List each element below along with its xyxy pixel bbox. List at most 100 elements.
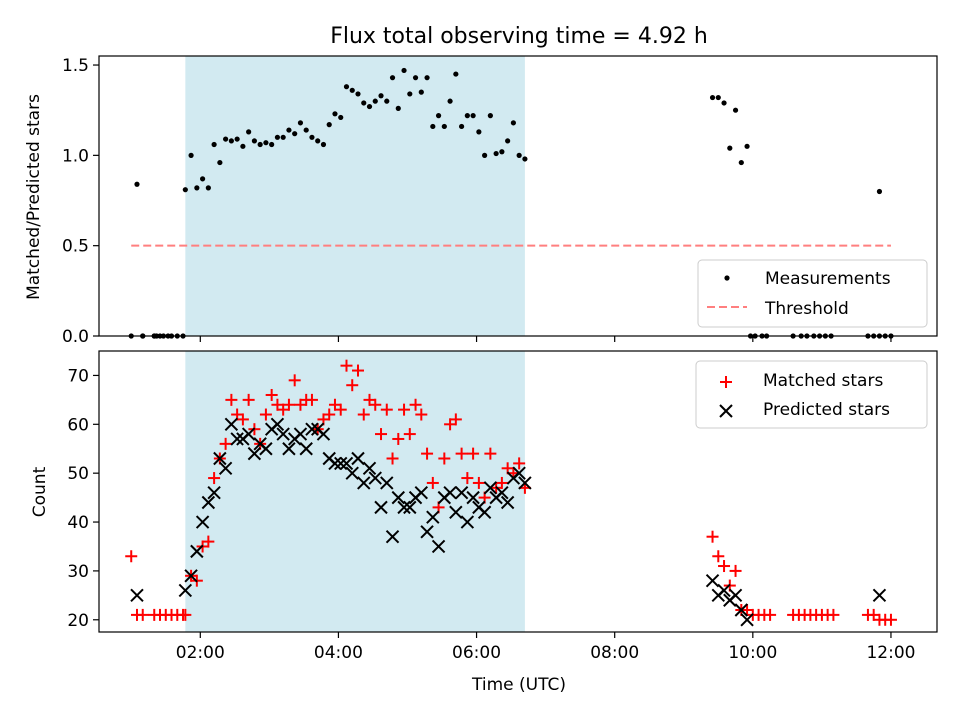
measurement-point (458, 123, 465, 130)
measurement-point (505, 138, 511, 144)
measurement-point (269, 141, 275, 148)
matched-star-point (334, 403, 347, 416)
matched-star-point (513, 457, 526, 470)
x-axis-label: Time (UTC) (471, 675, 566, 695)
measurement-point (395, 105, 401, 111)
measurement-point (516, 152, 522, 158)
predicted-star-point (449, 505, 463, 519)
predicted-star-point (420, 525, 434, 539)
measurement-point (309, 134, 315, 140)
bottom-y-axis-label: Count (30, 466, 50, 517)
predicted-star-point (414, 486, 429, 500)
measurement-point (355, 91, 361, 97)
predicted-star-point (357, 476, 371, 490)
matched-star-point (409, 398, 422, 411)
measurement-point (738, 159, 744, 166)
matched-star-point (346, 379, 359, 392)
measurement-point (228, 138, 234, 144)
matched-star-point (764, 608, 777, 621)
matched-star-point (202, 535, 215, 548)
measurement-point (303, 127, 309, 133)
measurement-point (349, 87, 355, 93)
measurement-point (482, 152, 488, 158)
x-tick-label: 08:00 (590, 643, 639, 663)
predicted-star-point (443, 486, 457, 500)
measurement-point (744, 143, 750, 149)
measurement-point (447, 98, 453, 104)
measurement-point (292, 131, 298, 137)
measurement-point (384, 98, 390, 104)
measurement-point (297, 120, 304, 126)
measurement-point (361, 100, 367, 106)
matched-star-point (369, 398, 382, 411)
predicted-star-point (460, 515, 475, 529)
measurement-point (257, 141, 263, 148)
legend-marker-matched-stars (720, 376, 732, 388)
measurement-point (326, 122, 332, 128)
predicted-star-point (495, 486, 509, 500)
matched-star-point (449, 413, 462, 426)
chart-title: Flux total observing time = 4.92 h (330, 24, 708, 49)
measurement-point (464, 113, 470, 119)
matched-star-point (495, 476, 508, 489)
measurement-point (389, 75, 396, 81)
bottom-y-tick-label: 30 (67, 562, 89, 582)
predicted-star-point (426, 510, 440, 524)
measurement-point (332, 111, 338, 117)
measurement-point (401, 67, 407, 74)
measurement-point (470, 113, 476, 119)
matched-star-point (712, 550, 725, 563)
bottom-y-tick-label: 60 (67, 415, 89, 435)
measurement-point (251, 138, 257, 144)
predicted-star-point (872, 588, 887, 603)
predicted-star-point (397, 500, 411, 515)
legend-marker-measurements (724, 275, 730, 281)
matched-star-point (718, 560, 731, 573)
measurement-point (378, 93, 384, 99)
measurement-point (217, 159, 223, 166)
matched-star-point (386, 452, 399, 465)
predicted-star-point (230, 432, 244, 446)
predicted-star-point (276, 427, 290, 441)
legend-label-threshold: Threshold (764, 299, 849, 319)
measurement-point (280, 134, 286, 140)
matched-star-point (467, 447, 480, 460)
predicted-star-point (316, 427, 331, 441)
predicted-star-point (431, 539, 446, 554)
predicted-star-point (339, 456, 354, 471)
bottom-panel-shaded-region (185, 351, 525, 632)
measurement-point (453, 71, 459, 77)
measurement-point (320, 141, 327, 148)
matched-star-point (884, 613, 897, 626)
predicted-star-point (195, 515, 210, 529)
matched-star-point (706, 530, 719, 543)
measurement-point (876, 188, 883, 195)
bottom-y-tick-label: 40 (67, 513, 89, 533)
matched-star-point (472, 476, 485, 489)
measurement-point (522, 156, 528, 162)
legend-label-matched-stars: Matched stars (763, 371, 883, 391)
measurement-point (721, 100, 727, 106)
matched-star-point (484, 447, 497, 460)
top-panel-frame (98, 55, 938, 337)
measurement-point (134, 181, 140, 187)
measurement-point (343, 84, 350, 90)
matched-star-point (305, 393, 318, 406)
predicted-star-point (299, 442, 313, 456)
matched-star-point (375, 428, 388, 441)
predicted-star-point (740, 613, 754, 627)
bottom-legend-box (695, 360, 928, 429)
matched-star-point (288, 374, 301, 387)
measurement-point (274, 134, 281, 140)
x-tick-label: 02:00 (176, 643, 225, 663)
measurement-point (418, 89, 424, 95)
measurement-point (372, 98, 378, 104)
matched-star-point (380, 403, 393, 416)
measurement-point (499, 149, 505, 155)
measurement-point (246, 129, 252, 135)
measurement-point (194, 185, 200, 191)
predicted-star-point (259, 442, 273, 456)
matched-star-point (208, 472, 221, 485)
matched-star-point (403, 428, 416, 441)
